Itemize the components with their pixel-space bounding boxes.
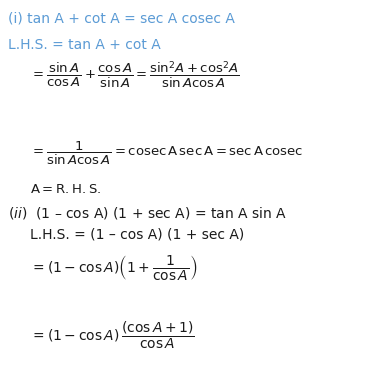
Text: $= (1 - \cos A)\left(1 + \dfrac{1}{\cos A}\right)$: $= (1 - \cos A)\left(1 + \dfrac{1}{\cos … xyxy=(30,253,198,283)
Text: L.H.S. = tan A + cot A: L.H.S. = tan A + cot A xyxy=(8,38,161,52)
Text: $= (1 - \cos A)\,\dfrac{(\cos A + 1)}{\cos A}$: $= (1 - \cos A)\,\dfrac{(\cos A + 1)}{\c… xyxy=(30,319,195,351)
Text: $\mathrm{A} = \mathrm{R.H.S.}$: $\mathrm{A} = \mathrm{R.H.S.}$ xyxy=(30,183,101,196)
Text: L.H.S. = (1 – cos A) (1 + sec A): L.H.S. = (1 – cos A) (1 + sec A) xyxy=(30,228,244,242)
Text: (i) tan A + cot A = sec A cosec A: (i) tan A + cot A = sec A cosec A xyxy=(8,12,235,26)
Text: $= \dfrac{1}{\sin A\cos A} = \mathrm{cosec\,A\,sec\,A} = \mathrm{sec\,A\,cosec}$: $= \dfrac{1}{\sin A\cos A} = \mathrm{cos… xyxy=(30,139,304,167)
Text: $= \dfrac{\sin A}{\cos A} + \dfrac{\cos A}{\sin A} = \dfrac{\sin^{2}\!A + \cos^{: $= \dfrac{\sin A}{\cos A} + \dfrac{\cos … xyxy=(30,60,240,90)
Text: $(ii)$  (1 – cos A) (1 + sec A) = tan A sin A: $(ii)$ (1 – cos A) (1 + sec A) = tan A s… xyxy=(8,205,287,221)
